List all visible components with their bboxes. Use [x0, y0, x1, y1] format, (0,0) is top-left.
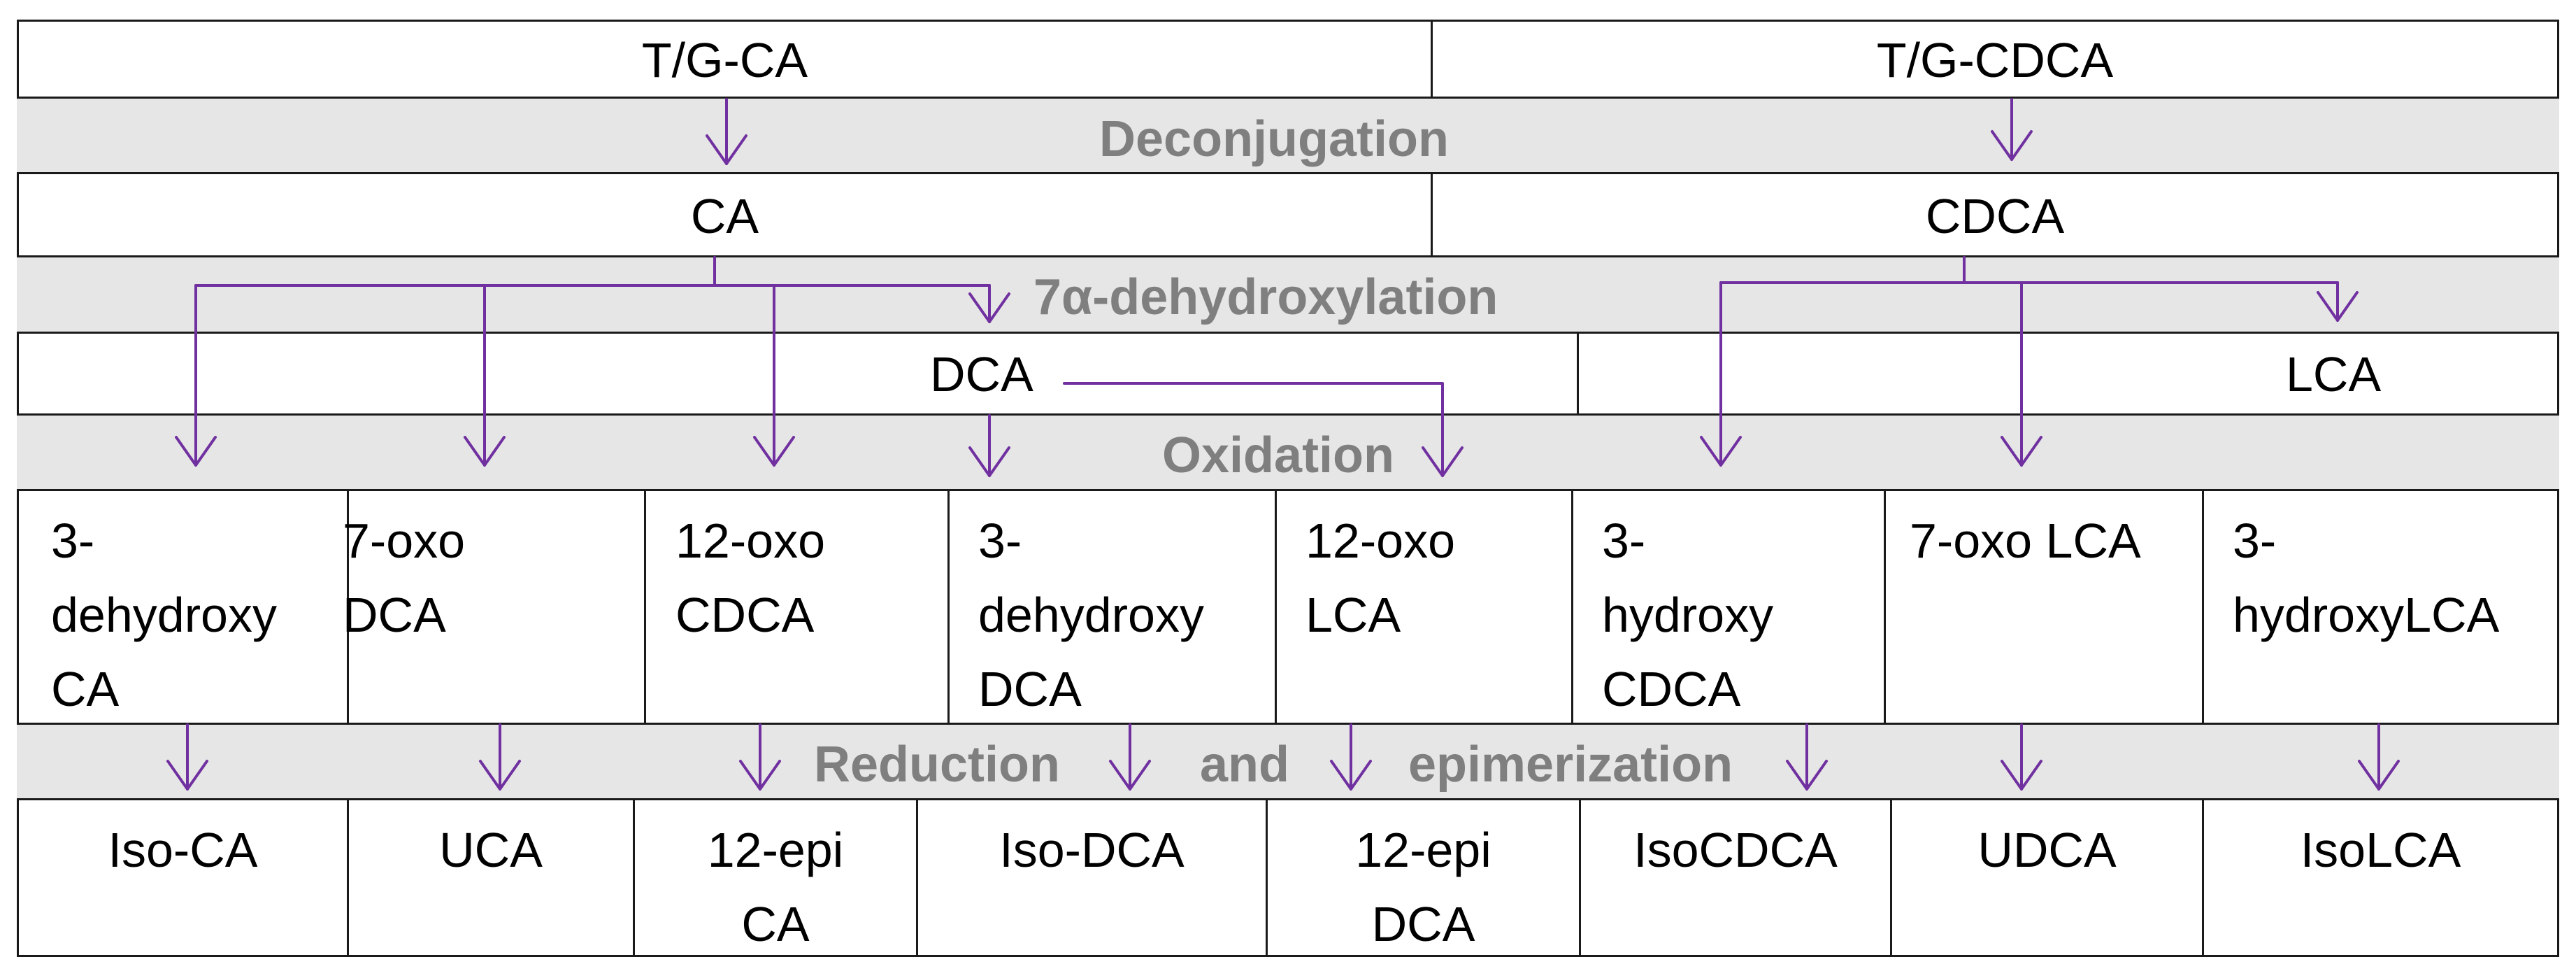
stage-epimerization-label: epimerization — [1408, 737, 1733, 793]
column-divider — [644, 491, 646, 723]
product-iso-ca: Iso-CA — [108, 823, 258, 877]
stage-and-label: and — [1200, 737, 1290, 793]
stage-reduction-label: Reduction — [814, 737, 1060, 793]
product-3-dehydroxy-dca: 3- dehydroxy DCA — [978, 513, 1204, 716]
product-iso-cdca: IsoCDCA — [1633, 823, 1838, 877]
stage-dehydroxylation-label: 7α-dehydroxylation — [1033, 269, 1498, 325]
column-divider — [1275, 491, 1277, 723]
product-udca: UDCA — [1977, 823, 2117, 877]
deconjugation-band — [17, 99, 2559, 172]
column-divider — [2202, 800, 2204, 955]
secondary-lca-label: LCA — [2286, 347, 2382, 402]
product-12-epi-dca: 12-epi DCA — [1355, 823, 1491, 951]
product-uca: UCA — [439, 823, 543, 877]
primary-ca-box: CA — [17, 172, 1433, 257]
stage-deconjugation-label: Deconjugation — [1099, 111, 1449, 167]
column-divider — [347, 491, 349, 723]
column-divider — [1890, 800, 1892, 955]
reduction-products-row: Iso-CA UCA 12-epi CA Iso-DCA 12-epi DCA … — [17, 798, 2559, 957]
column-divider — [916, 800, 918, 955]
column-divider — [1266, 800, 1268, 955]
column-divider — [947, 491, 950, 723]
product-7-oxo-lca: 7-oxo LCA — [1910, 513, 2141, 568]
column-divider — [1884, 491, 1886, 723]
column-divider — [2202, 491, 2204, 723]
reduction-epimerization-band — [17, 725, 2559, 798]
product-12-epi-ca: 12-epi CA — [707, 823, 844, 951]
product-iso-dca: Iso-DCA — [999, 823, 1185, 877]
column-divider — [1571, 491, 1573, 723]
product-iso-lca: IsoLCA — [2300, 823, 2461, 877]
primary-cdca-box: CDCA — [1431, 172, 2559, 257]
product-3-hydroxy-cdca: 3- hydroxy CDCA — [1602, 513, 1774, 716]
primary-cdca-label: CDCA — [1925, 189, 2065, 243]
conjugated-cdca-box: T/G-CDCA — [1431, 20, 2559, 99]
product-12-oxo-lca: 12-oxo LCA — [1305, 513, 1456, 642]
column-divider — [1579, 800, 1581, 955]
secondary-dca-box: DCA — [17, 332, 1579, 416]
secondary-dca-label: DCA — [930, 347, 1033, 402]
column-divider — [633, 800, 635, 955]
column-divider — [347, 800, 349, 955]
oxidation-products-row: 3- dehydroxy CA 7-oxo DCA 12-oxo CDCA 3-… — [17, 489, 2559, 725]
product-12-oxo-cdca: 12-oxo CDCA — [675, 513, 826, 642]
conjugated-ca-box: T/G-CA — [17, 20, 1433, 99]
conjugated-ca-label: T/G-CA — [641, 33, 808, 87]
product-3-dehydroxy-ca: 3- dehydroxy CA — [51, 513, 277, 716]
product-7-oxo-dca: 7-oxo DCA — [343, 513, 466, 642]
conjugated-cdca-label: T/G-CDCA — [1876, 33, 2114, 87]
dehydroxylation-band — [17, 257, 2559, 332]
secondary-lca-box: LCA — [1577, 332, 2559, 416]
stage-oxidation-label: Oxidation — [1162, 427, 1395, 483]
product-3-hydroxy-lca: 3- hydroxyLCA — [2233, 513, 2500, 642]
primary-ca-label: CA — [690, 189, 759, 243]
